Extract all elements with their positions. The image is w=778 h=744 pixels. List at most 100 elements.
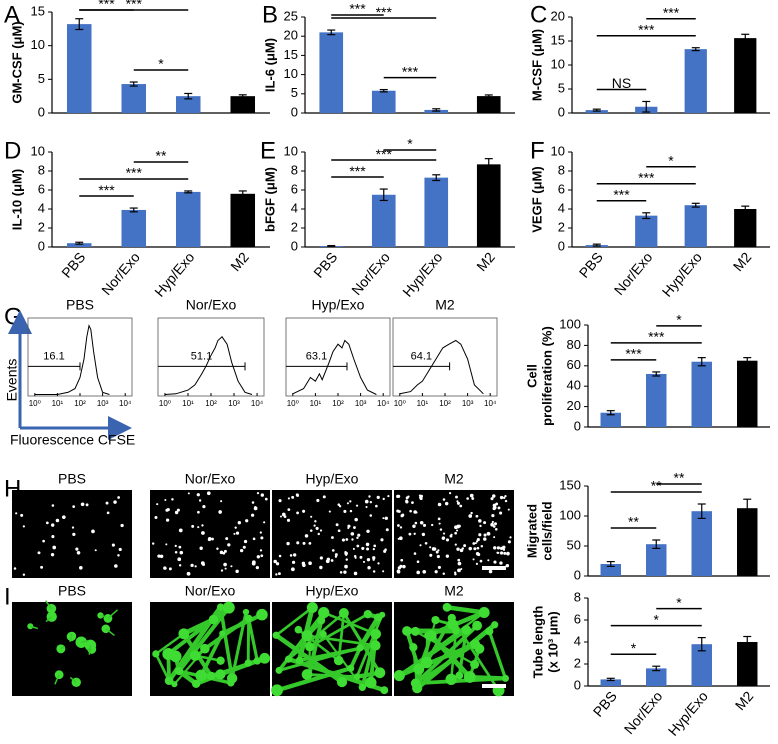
cell — [256, 608, 268, 621]
error-bar — [741, 205, 750, 213]
cell — [235, 531, 240, 535]
cell — [197, 526, 200, 529]
cell — [366, 547, 370, 551]
cell — [361, 546, 365, 550]
significance-label: ** — [156, 148, 167, 164]
cell — [206, 671, 216, 681]
cell — [308, 542, 312, 545]
cell — [424, 541, 428, 545]
bar — [476, 164, 501, 247]
cell — [177, 557, 182, 562]
cell — [216, 547, 219, 550]
cell — [435, 550, 439, 554]
y-tick-label: 5 — [558, 80, 565, 95]
cell — [476, 546, 480, 550]
y-tick-label: 4 — [291, 200, 298, 215]
cell — [331, 536, 334, 539]
cell — [351, 538, 354, 541]
cell — [336, 676, 348, 688]
plot-frame — [392, 317, 498, 397]
cell — [507, 540, 511, 544]
micrograph — [272, 490, 392, 578]
bar — [691, 644, 712, 686]
cell — [220, 500, 223, 503]
cell — [338, 608, 349, 619]
flow-x-label: Fluorescence CFSE — [10, 432, 135, 448]
cell — [255, 566, 259, 570]
cell — [256, 555, 261, 559]
cell — [51, 535, 55, 539]
cell — [339, 571, 343, 574]
error-bar — [432, 174, 441, 182]
cell — [111, 543, 115, 547]
cell — [219, 550, 224, 555]
cell — [220, 569, 224, 572]
cell — [178, 545, 182, 549]
y-tick-label: 4 — [574, 633, 581, 648]
cell — [479, 559, 483, 563]
sprout — [105, 628, 115, 637]
cell — [449, 491, 452, 495]
gate-percent: 63.1 — [306, 350, 327, 362]
y-tick-label: 150 — [559, 477, 581, 492]
y-axis-label: Migrated — [524, 504, 539, 558]
micrograph-content — [152, 601, 271, 688]
cell — [468, 514, 473, 518]
error-bar — [697, 503, 706, 520]
error-bar — [184, 92, 193, 100]
cell — [206, 491, 211, 496]
cell — [456, 529, 459, 532]
cell — [421, 532, 426, 537]
cell — [483, 537, 487, 541]
cell — [278, 554, 282, 558]
cell — [216, 603, 225, 611]
cell — [308, 561, 312, 566]
cell — [178, 564, 182, 567]
cell — [358, 683, 367, 691]
cell — [493, 560, 497, 564]
cell — [251, 560, 256, 565]
cell — [416, 560, 420, 564]
cell — [52, 545, 57, 550]
bar — [175, 191, 201, 247]
cell — [501, 674, 510, 682]
y-tick-label: 10 — [31, 37, 45, 52]
y-tick-label: 8 — [291, 162, 298, 177]
cell — [216, 656, 225, 665]
cell — [422, 523, 427, 527]
x-tick-label: Nor/Exo — [348, 249, 393, 298]
significance-label: * — [668, 153, 674, 169]
cell — [460, 567, 463, 570]
tube — [414, 642, 477, 685]
cell — [374, 667, 386, 679]
error-bar — [484, 158, 493, 171]
cell — [409, 643, 418, 652]
cell — [445, 538, 450, 542]
y-tick-label: 10 — [551, 143, 565, 158]
cell — [260, 554, 264, 558]
cell — [45, 521, 49, 525]
bar — [230, 96, 256, 113]
cell — [171, 498, 174, 501]
cell — [120, 523, 124, 528]
cell — [310, 515, 313, 518]
cell — [287, 497, 290, 500]
y-tick-label: 80 — [567, 337, 581, 352]
y-tick-label: 5 — [291, 85, 298, 100]
cell — [275, 573, 278, 576]
x-tick-label: M2 — [732, 688, 757, 713]
y-tick-label: 2 — [291, 219, 298, 234]
significance-label: *** — [376, 146, 393, 162]
cell — [291, 495, 295, 499]
cell — [105, 501, 109, 505]
tube — [413, 623, 479, 686]
error-bar — [743, 498, 752, 518]
cell — [380, 686, 389, 695]
micrograph-content — [393, 602, 510, 697]
cell — [363, 609, 373, 619]
cell — [347, 664, 355, 672]
cell — [377, 562, 380, 565]
significance-label: *** — [126, 165, 143, 181]
cell — [194, 565, 197, 568]
x-tick-label: 10³ — [97, 399, 109, 408]
